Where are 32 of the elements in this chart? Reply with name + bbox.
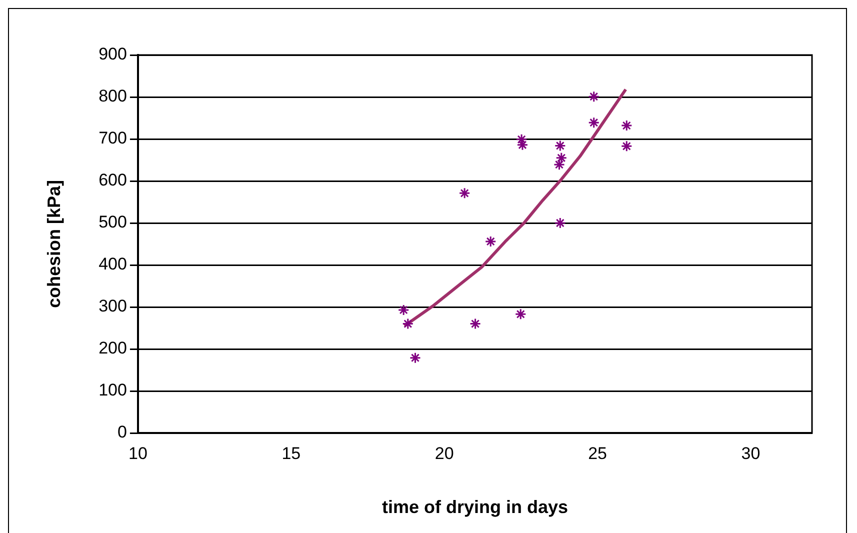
y-tick-label: 0 — [117, 422, 127, 442]
y-tick-label: 800 — [98, 86, 127, 106]
x-tick-label: 15 — [282, 444, 301, 463]
y-tick-label: 200 — [98, 338, 127, 358]
y-axis-title: cohesion [kPa] — [44, 180, 64, 308]
point — [458, 187, 470, 199]
point — [402, 318, 414, 330]
point — [556, 152, 568, 164]
point — [553, 158, 565, 170]
y-tick-label: 500 — [98, 212, 127, 232]
point — [484, 236, 496, 248]
y-tick-label: 400 — [98, 254, 127, 274]
x-tick-label: 10 — [128, 444, 148, 463]
y-tick-label: 300 — [98, 296, 127, 316]
x-tick-label: 20 — [434, 444, 454, 463]
point — [514, 308, 526, 320]
point — [554, 217, 566, 229]
y-tick-label: 100 — [98, 380, 127, 400]
point — [470, 318, 482, 330]
x-tick-label: 30 — [741, 444, 760, 463]
point — [620, 120, 632, 132]
y-tick-label: 700 — [98, 128, 127, 148]
point — [409, 352, 421, 364]
point — [554, 140, 566, 152]
x-tick-label: 25 — [588, 444, 607, 463]
x-axis-title: time of drying in days — [382, 497, 568, 518]
point — [588, 90, 600, 102]
point — [588, 116, 600, 128]
y-tick-label: 600 — [98, 170, 127, 190]
point — [620, 140, 632, 152]
y-tick-label: 900 — [98, 44, 127, 64]
point — [398, 304, 410, 316]
